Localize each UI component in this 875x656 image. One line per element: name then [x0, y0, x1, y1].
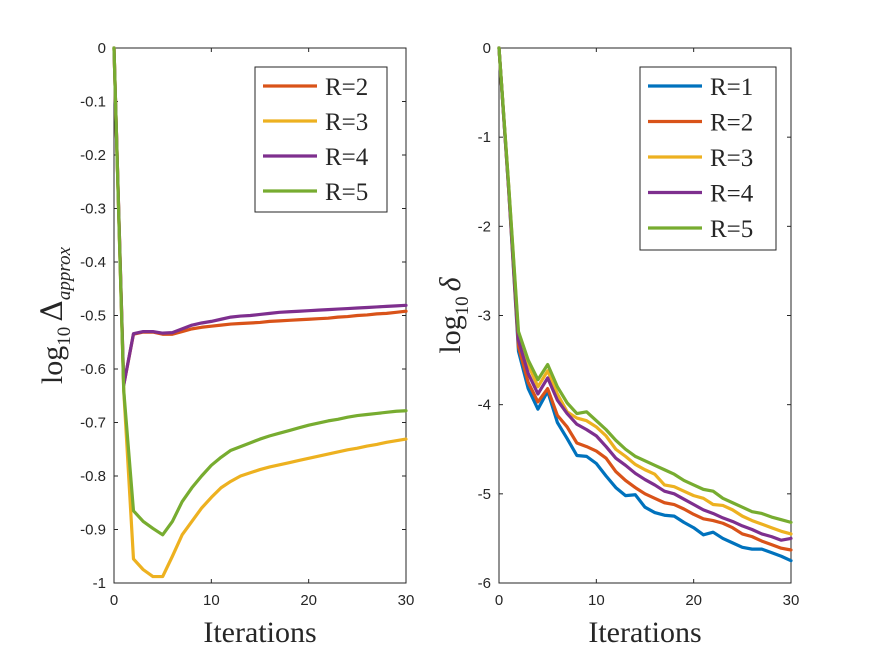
y-tick-label: -3 [478, 308, 491, 325]
y-label-subscript: approx [54, 246, 75, 300]
y-tick-label: 0 [483, 40, 491, 57]
legend-label-r2: R=2 [710, 110, 753, 137]
y-tick-label: -6 [478, 575, 491, 592]
legend-label-r4: R=4 [710, 181, 754, 208]
series-line-r2 [497, 46, 793, 552]
chart-left: 0 10 20 30 0 -0.1 -0.2 -0.3 -0.4 -0.5 -0.6 -0.7 -0.8… [35, 40, 414, 649]
y-label-symbol: Δ [35, 300, 70, 322]
y-tick-label: -0.2 [80, 147, 106, 164]
y-label-base: 10 [54, 327, 75, 346]
y-tick-label: -0.6 [80, 361, 106, 378]
y-tick-label: -0.1 [80, 94, 106, 111]
y-tick-label: -1 [478, 129, 491, 146]
y-tick-label: -0.7 [80, 415, 106, 432]
legend-label-r4: R=4 [325, 144, 369, 171]
y-tick-label: -2 [478, 218, 491, 235]
y-axis-label: log10 δ [434, 276, 473, 353]
legend-box [254, 66, 388, 213]
x-tick-label: 0 [495, 592, 503, 609]
y-tick-label: -0.4 [80, 254, 106, 271]
y-label-base: 10 [452, 296, 473, 315]
y-label-log: log [434, 315, 467, 353]
y-axis-label: log10 Δapprox [35, 246, 75, 384]
x-tick-label: 20 [300, 592, 317, 609]
series-line-r3 [112, 46, 408, 579]
series-line-r5 [497, 46, 793, 524]
series-line-r3 [497, 46, 793, 536]
x-tick-label: 10 [588, 592, 605, 609]
y-tick-label: -5 [478, 486, 491, 503]
y-tick-label: -0.8 [80, 468, 106, 485]
y-tick-label: -1 [93, 575, 106, 592]
x-tick-label: 20 [685, 592, 702, 609]
legend-label-r1: R=1 [710, 74, 753, 101]
x-tick-label: 30 [783, 592, 800, 609]
legend-label-r3: R=3 [710, 145, 753, 172]
y-tick-label: -0.3 [80, 201, 106, 218]
x-tick-label: 10 [203, 592, 220, 609]
y-tick-label: -0.9 [80, 522, 106, 539]
y-tick-label: 0 [98, 40, 106, 57]
x-tick-label: 30 [398, 592, 415, 609]
y-tick-label: -0.5 [80, 308, 106, 325]
legend: R=1 R=2 R=3 R=4 R=5 [639, 66, 777, 251]
chart-right: 0 10 20 300-1-2-3-4-5-6Iterationslog10δR=1R… [434, 40, 799, 649]
y-label-symbol: δ [434, 276, 467, 291]
legend-label-r2: R=2 [325, 74, 368, 101]
x-axis-label: Iterations [588, 616, 701, 649]
legend: R=2 R=3 R=4 R=5 [254, 66, 388, 213]
x-axis-label: Iterations [203, 616, 316, 649]
legend-label-r5: R=5 [325, 179, 368, 206]
legend-label-r5: R=5 [710, 216, 753, 243]
series-line-r4 [112, 46, 408, 387]
legend-label-r3: R=3 [325, 109, 368, 136]
x-tick-label: 0 [110, 592, 118, 609]
series-line-r5 [112, 46, 408, 537]
series-line-r4 [497, 46, 793, 542]
y-tick-label: -4 [478, 397, 491, 414]
y-label-log: log [36, 346, 69, 384]
